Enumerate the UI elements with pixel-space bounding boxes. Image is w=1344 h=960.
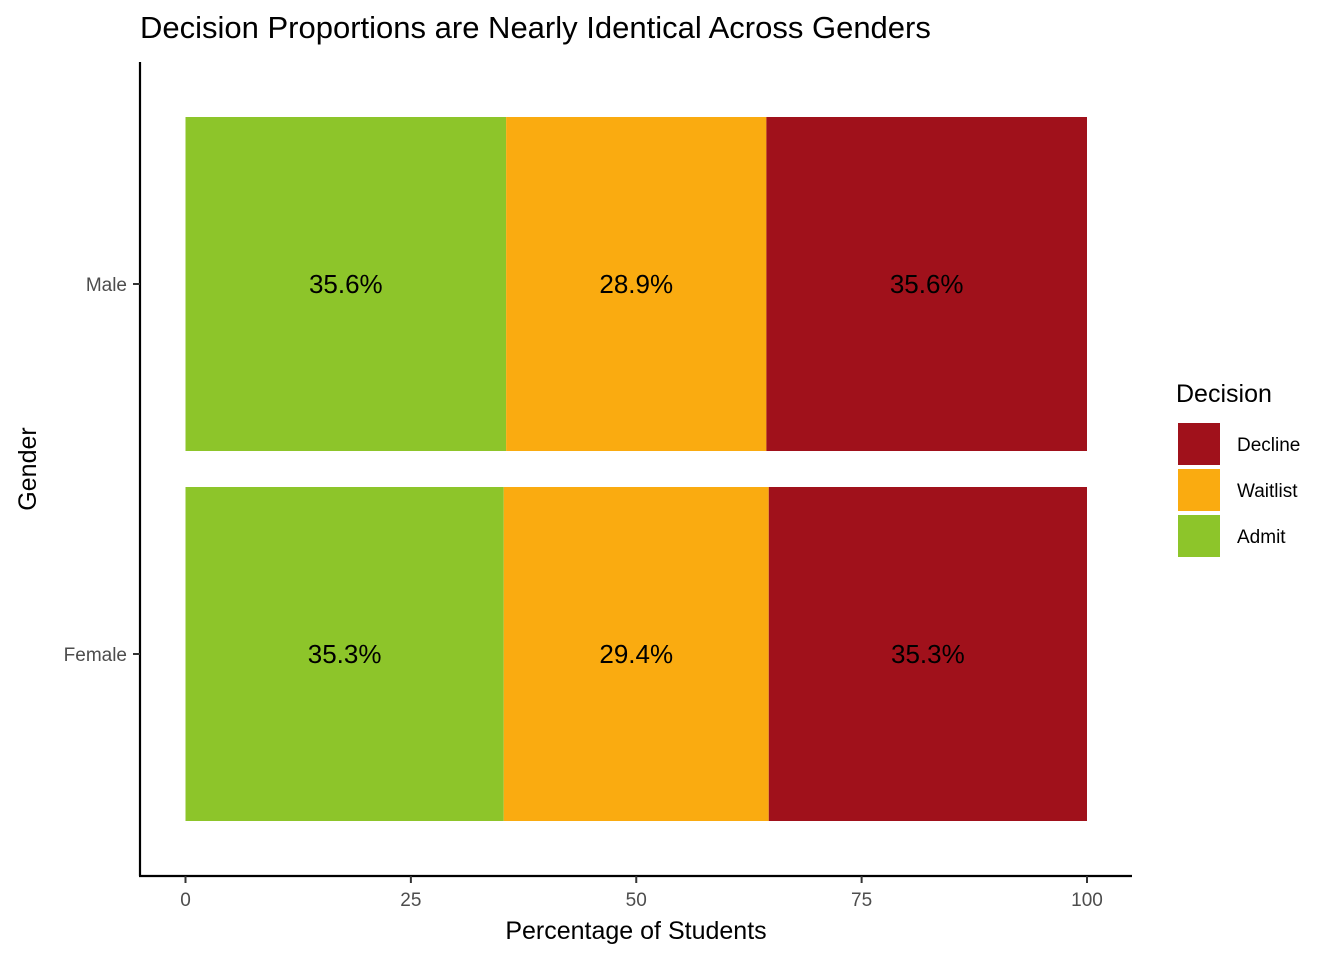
x-ticks: 0 25 50 75 100 (180, 876, 1103, 911)
data-labels-layer: 35.6% 28.9% 35.6% 35.3% 29.4% 35.3% (308, 269, 965, 669)
x-tick-label-75: 75 (851, 890, 872, 911)
y-axis-title: Gender (14, 427, 42, 510)
legend-title: Decision (1176, 380, 1272, 408)
bar-male-waitlist (506, 117, 767, 451)
bar-female-admit (185, 487, 504, 821)
y-tick-label-male: Male (86, 275, 127, 296)
x-tick-label-25: 25 (400, 890, 421, 911)
bar-male-decline (766, 117, 1087, 451)
legend: Decision Decline Waitlist Admit (1176, 380, 1300, 557)
bar-male-admit (185, 117, 507, 451)
data-label-female-admit: 35.3% (308, 639, 382, 669)
data-label-female-decline: 35.3% (891, 639, 965, 669)
legend-label-decline: Decline (1237, 435, 1300, 456)
y-tick-label-female: Female (64, 645, 127, 666)
data-label-male-decline: 35.6% (890, 269, 964, 299)
legend-label-waitlist: Waitlist (1237, 481, 1298, 502)
x-tick-label-50: 50 (626, 890, 647, 911)
legend-label-admit: Admit (1237, 527, 1286, 548)
legend-key-waitlist (1178, 469, 1220, 511)
data-label-male-admit: 35.6% (309, 269, 383, 299)
bars-layer (185, 117, 1087, 821)
legend-key-admit (1178, 515, 1220, 557)
x-tick-label-0: 0 (180, 890, 191, 911)
legend-key-decline (1178, 423, 1220, 465)
bar-female-decline (768, 487, 1087, 821)
x-tick-label-100: 100 (1071, 890, 1103, 911)
bar-female-waitlist (503, 487, 769, 821)
y-ticks: Male Female (64, 275, 140, 666)
chart-title: Decision Proportions are Nearly Identica… (140, 10, 931, 45)
data-label-male-waitlist: 28.9% (599, 269, 673, 299)
data-label-female-waitlist: 29.4% (599, 639, 673, 669)
x-axis-title: Percentage of Students (505, 917, 766, 945)
